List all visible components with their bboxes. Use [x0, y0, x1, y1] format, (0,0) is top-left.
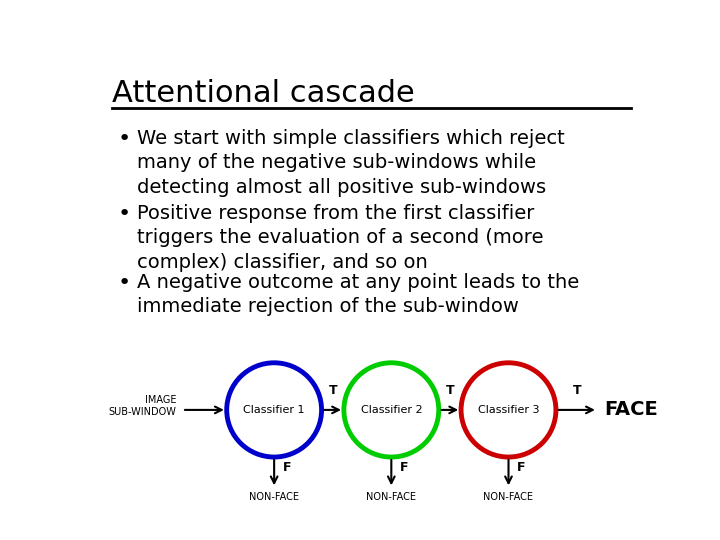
Text: Classifier 3: Classifier 3 [478, 405, 539, 415]
Text: Classifier 2: Classifier 2 [361, 405, 422, 415]
Text: •: • [118, 204, 131, 224]
Text: F: F [282, 461, 291, 474]
Text: F: F [400, 461, 408, 474]
Text: Classifier 1: Classifier 1 [243, 405, 305, 415]
Text: IMAGE
SUB-WINDOW: IMAGE SUB-WINDOW [109, 395, 176, 416]
Text: NON-FACE: NON-FACE [366, 492, 416, 502]
Text: A negative outcome at any point leads to the
immediate rejection of the sub-wind: A negative outcome at any point leads to… [138, 273, 580, 316]
Text: NON-FACE: NON-FACE [249, 492, 299, 502]
Text: NON-FACE: NON-FACE [484, 492, 534, 502]
Text: F: F [517, 461, 526, 474]
Text: Attentional cascade: Attentional cascade [112, 79, 415, 109]
Text: •: • [118, 273, 131, 293]
Text: T: T [446, 384, 454, 397]
Text: Positive response from the first classifier
triggers the evaluation of a second : Positive response from the first classif… [138, 204, 544, 272]
Text: •: • [118, 129, 131, 149]
Text: T: T [328, 384, 337, 397]
Text: T: T [572, 384, 581, 397]
Text: We start with simple classifiers which reject
many of the negative sub-windows w: We start with simple classifiers which r… [138, 129, 565, 197]
Text: FACE: FACE [605, 401, 658, 420]
